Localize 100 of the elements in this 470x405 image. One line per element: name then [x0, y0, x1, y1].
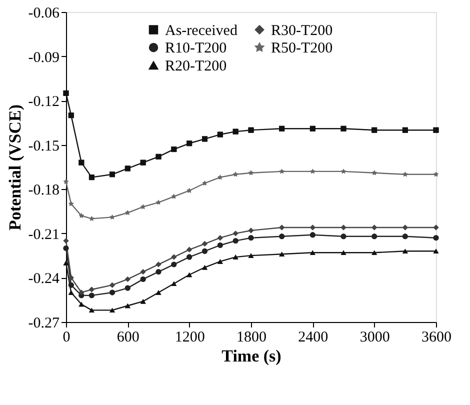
point — [232, 230, 238, 236]
point — [88, 174, 94, 180]
x-tick-label: 0 — [62, 330, 70, 346]
y-tick-label: -0.18 — [28, 182, 60, 199]
point — [140, 298, 146, 304]
point — [433, 248, 439, 254]
point — [402, 172, 408, 177]
point — [124, 276, 130, 282]
point — [279, 234, 285, 240]
point — [186, 272, 192, 278]
point — [202, 265, 208, 270]
point — [68, 290, 74, 295]
point — [248, 228, 254, 234]
point — [63, 179, 69, 184]
point — [63, 238, 69, 244]
point — [279, 126, 285, 132]
point — [171, 262, 177, 268]
point — [68, 201, 74, 206]
point — [232, 128, 238, 134]
point — [78, 160, 84, 166]
x-axis-title: Time (s) — [222, 346, 282, 366]
x-tick-label: 3000 — [360, 330, 390, 346]
point — [402, 127, 408, 133]
point — [186, 254, 192, 260]
point — [372, 170, 377, 176]
point — [217, 259, 223, 264]
point — [217, 132, 223, 138]
point — [279, 252, 285, 256]
point — [110, 282, 115, 288]
point — [78, 302, 84, 307]
y-tick-label: -0.24 — [28, 271, 60, 288]
point — [202, 136, 208, 142]
point — [202, 241, 208, 246]
y-tick-label: -0.09 — [28, 50, 60, 66]
point — [89, 216, 94, 221]
point — [171, 254, 177, 260]
legend-label: As-received — [165, 22, 238, 39]
point — [124, 303, 130, 308]
y-tick-label: -0.12 — [28, 94, 60, 110]
point — [156, 290, 162, 295]
point — [372, 234, 378, 240]
x-tick-label: 3600 — [422, 330, 452, 346]
point — [156, 262, 162, 268]
point — [78, 290, 84, 296]
point — [340, 234, 346, 240]
point — [186, 246, 192, 252]
point — [68, 274, 74, 280]
point — [186, 188, 192, 193]
y-tick-label: -0.15 — [28, 138, 60, 154]
point — [88, 308, 94, 313]
point — [88, 286, 94, 292]
point — [156, 269, 162, 275]
point — [171, 281, 177, 286]
point — [372, 127, 378, 133]
legend-label: R50-T200 — [271, 40, 333, 56]
x-tick-label: 2400 — [298, 330, 328, 346]
point — [340, 126, 346, 132]
point — [248, 127, 254, 133]
point — [156, 200, 162, 205]
point — [232, 238, 238, 244]
point — [140, 160, 146, 166]
point — [171, 146, 177, 152]
point — [310, 168, 316, 174]
point — [78, 212, 84, 218]
point — [248, 253, 254, 258]
point — [248, 235, 254, 241]
point — [156, 154, 162, 160]
point — [110, 290, 115, 296]
y-tick-label: -0.21 — [28, 226, 60, 243]
point — [433, 172, 439, 177]
point — [232, 254, 238, 260]
point — [248, 170, 254, 176]
point — [140, 276, 146, 282]
point — [202, 248, 208, 254]
point — [110, 308, 115, 313]
point — [110, 172, 115, 178]
point — [402, 234, 408, 240]
point — [63, 260, 69, 266]
point — [63, 90, 69, 96]
point — [340, 250, 346, 255]
point — [310, 250, 316, 255]
x-tick-label: 1800 — [236, 330, 266, 346]
point — [232, 172, 238, 177]
point — [279, 168, 284, 174]
point — [124, 285, 130, 291]
y-tick-label: -0.27 — [28, 316, 60, 332]
point — [217, 242, 223, 248]
point — [433, 224, 439, 230]
legend-label: R10-T200 — [165, 40, 227, 56]
legend-label: R30-T200 — [271, 22, 333, 39]
point — [68, 112, 74, 118]
x-tick-label: 1200 — [174, 330, 205, 346]
point — [124, 166, 130, 172]
point — [310, 126, 316, 132]
point — [402, 248, 408, 254]
point — [433, 127, 439, 133]
x-tick-label: 600 — [116, 330, 140, 346]
point — [68, 282, 74, 288]
point — [88, 292, 94, 298]
point — [202, 180, 208, 186]
